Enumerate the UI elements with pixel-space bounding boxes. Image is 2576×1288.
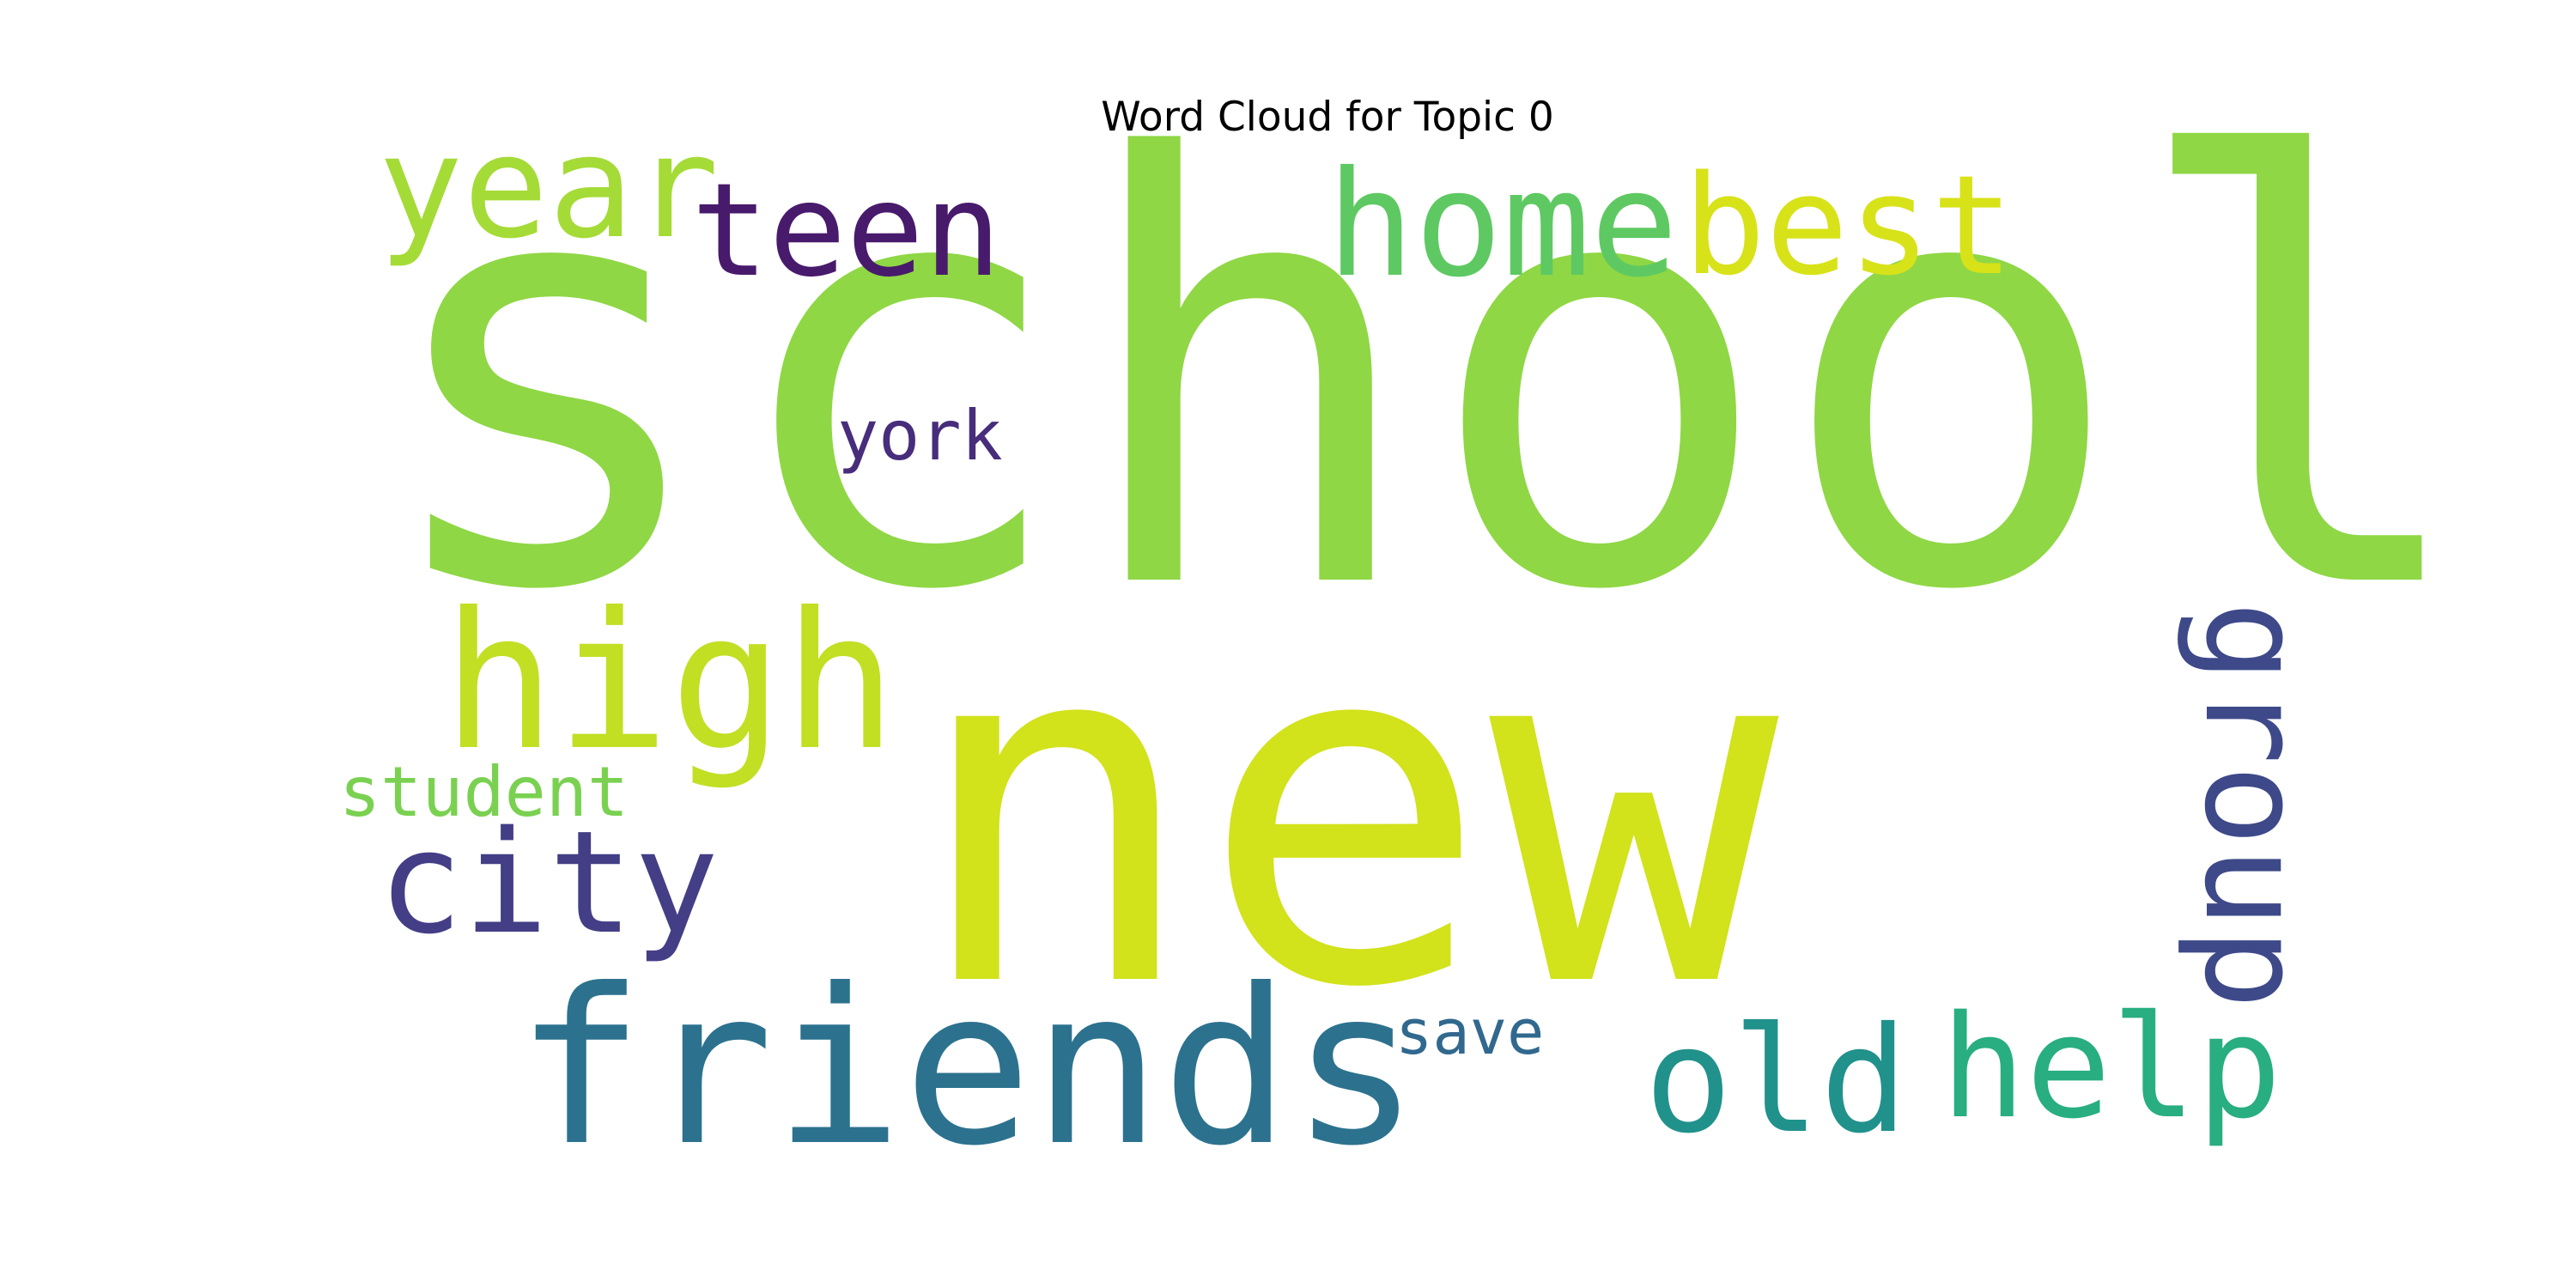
word-home: home: [1327, 140, 1678, 310]
word-help: help: [1941, 985, 2281, 1150]
word-new: new: [910, 533, 1783, 1093]
word-city: city: [378, 800, 719, 965]
word-save: save: [1395, 996, 1544, 1068]
word-student: student: [339, 752, 629, 832]
word-best: best: [1683, 145, 2014, 306]
word-old: old: [1644, 996, 1908, 1166]
word-york: york: [837, 396, 1003, 476]
word-teen: teen: [691, 156, 1001, 306]
word-year: year: [378, 105, 719, 270]
word-group: group: [2174, 601, 2332, 1010]
word-high: high: [442, 572, 897, 792]
word-friends: friends: [515, 943, 1420, 1193]
word-school: school: [369, 39, 2478, 718]
chart-title: Word Cloud for Topic 0: [1101, 94, 1554, 141]
